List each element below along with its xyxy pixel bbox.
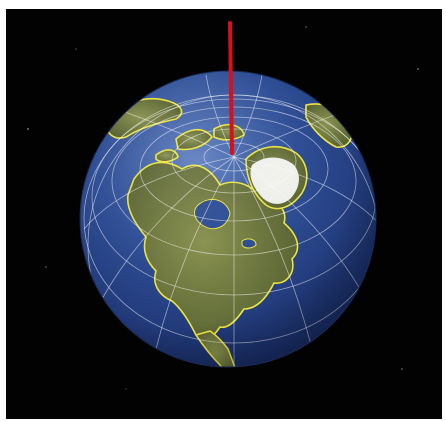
space-background <box>6 9 442 419</box>
globe-scene <box>27 21 419 390</box>
rotation-axis <box>228 21 234 155</box>
earth-globe <box>79 70 377 368</box>
stars <box>27 26 419 390</box>
